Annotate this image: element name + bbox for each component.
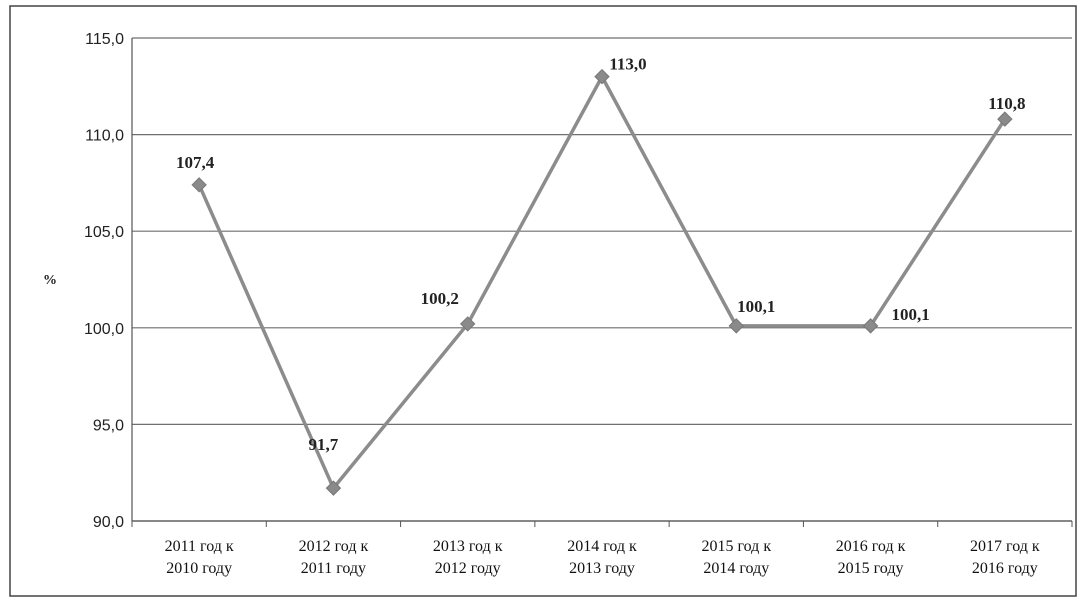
data-point-marker (325, 480, 342, 496)
data-label: 100,2 (421, 289, 459, 308)
x-tick-label-line: 2011 году (301, 560, 366, 577)
y-tick-label: 100,0 (84, 321, 124, 338)
x-tick-label-line: 2016 год к (836, 538, 906, 555)
data-points (191, 68, 1013, 496)
x-tick-label-line: 2013 год к (433, 538, 503, 555)
y-tick-labels: 90,0 95,0 100,0 105,0 110,0 115,0 (84, 31, 124, 531)
x-tick-label-line: 2016 году (972, 560, 1038, 577)
x-tick-label: 2017 год к 2016 году (970, 538, 1040, 577)
x-tick-label: 2011 год к 2010 году (165, 538, 234, 577)
series-line (197, 74, 1007, 490)
data-label: 100,1 (737, 297, 775, 316)
data-point-marker (460, 316, 476, 332)
data-label: 113,0 (609, 55, 646, 74)
x-tick-label: 2013 год к 2012 году (433, 538, 503, 577)
data-label: 107,4 (176, 153, 215, 172)
x-tick-label-line: 2012 году (435, 560, 501, 577)
y-tick-label: 115,0 (85, 31, 124, 48)
x-tick-label: 2012 год к 2011 году (299, 538, 369, 577)
data-point-marker (862, 318, 879, 334)
x-tick-label: 2015 год к 2014 году (701, 538, 771, 577)
x-tick-label-line: 2017 год к (970, 538, 1040, 555)
x-tick-label-line: 2015 году (838, 560, 904, 577)
data-label: 110,8 (988, 94, 1025, 113)
axes (131, 38, 1073, 527)
x-tick-label-line: 2010 году (166, 560, 232, 577)
y-tick-label: 95,0 (93, 417, 124, 434)
data-point-marker (594, 68, 610, 85)
data-label: 91,7 (309, 435, 339, 454)
data-point-marker (997, 111, 1013, 127)
grid-lines (132, 37, 1072, 522)
y-axis-label: % (43, 273, 57, 288)
x-tick-label-line: 2012 год к (299, 538, 369, 555)
x-tick-label-line: 2015 год к (701, 538, 771, 555)
data-point-marker (191, 177, 207, 193)
y-tick-label: 110,0 (85, 128, 124, 145)
data-label: 100,1 (891, 305, 929, 324)
data-point-marker (728, 318, 744, 334)
x-tick-label: 2014 год к 2013 году (567, 538, 637, 577)
x-tick-label-line: 2014 год к (567, 538, 637, 555)
y-tick-label: 90,0 (93, 514, 124, 531)
data-labels: 107,4 91,7 100,2 113,0 100,1 100,1 110,8 (176, 55, 1025, 455)
series-line (197, 74, 1007, 490)
y-tick-label: 105,0 (84, 224, 124, 241)
chart-frame (9, 5, 1077, 597)
x-tick-label-line: 2013 году (569, 560, 635, 577)
x-tick-label-line: 2011 год к (165, 538, 234, 555)
x-tick-label: 2016 год к 2015 году (836, 538, 906, 577)
x-tick-label-line: 2014 году (703, 560, 769, 577)
